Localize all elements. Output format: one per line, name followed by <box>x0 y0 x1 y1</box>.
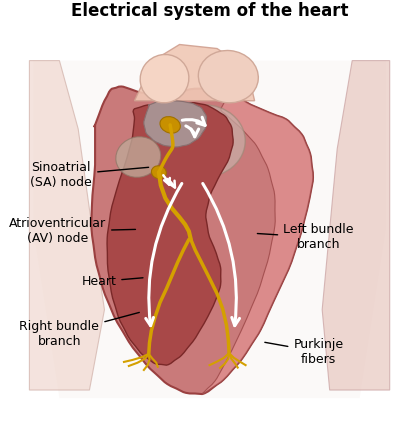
Polygon shape <box>134 45 254 101</box>
Polygon shape <box>29 61 104 390</box>
Text: Purkinje
fibers: Purkinje fibers <box>265 338 344 366</box>
PathPatch shape <box>144 101 206 147</box>
Text: Right bundle
branch: Right bundle branch <box>20 313 139 348</box>
Ellipse shape <box>163 105 245 177</box>
FancyArrowPatch shape <box>146 184 182 326</box>
Text: Left bundle
branch: Left bundle branch <box>257 223 354 252</box>
Polygon shape <box>322 61 390 390</box>
Text: Sinoatrial
(SA) node: Sinoatrial (SA) node <box>30 161 149 189</box>
FancyArrowPatch shape <box>203 184 240 326</box>
PathPatch shape <box>107 103 233 365</box>
Polygon shape <box>33 61 386 398</box>
PathPatch shape <box>202 92 313 394</box>
PathPatch shape <box>91 87 313 394</box>
Ellipse shape <box>198 51 258 103</box>
Ellipse shape <box>116 137 161 177</box>
Title: Electrical system of the heart: Electrical system of the heart <box>71 2 348 20</box>
Text: Atrioventricular
(AV) node: Atrioventricular (AV) node <box>9 217 136 246</box>
Text: Heart: Heart <box>81 275 143 288</box>
Ellipse shape <box>140 55 189 103</box>
Ellipse shape <box>160 116 180 133</box>
Ellipse shape <box>152 166 166 179</box>
